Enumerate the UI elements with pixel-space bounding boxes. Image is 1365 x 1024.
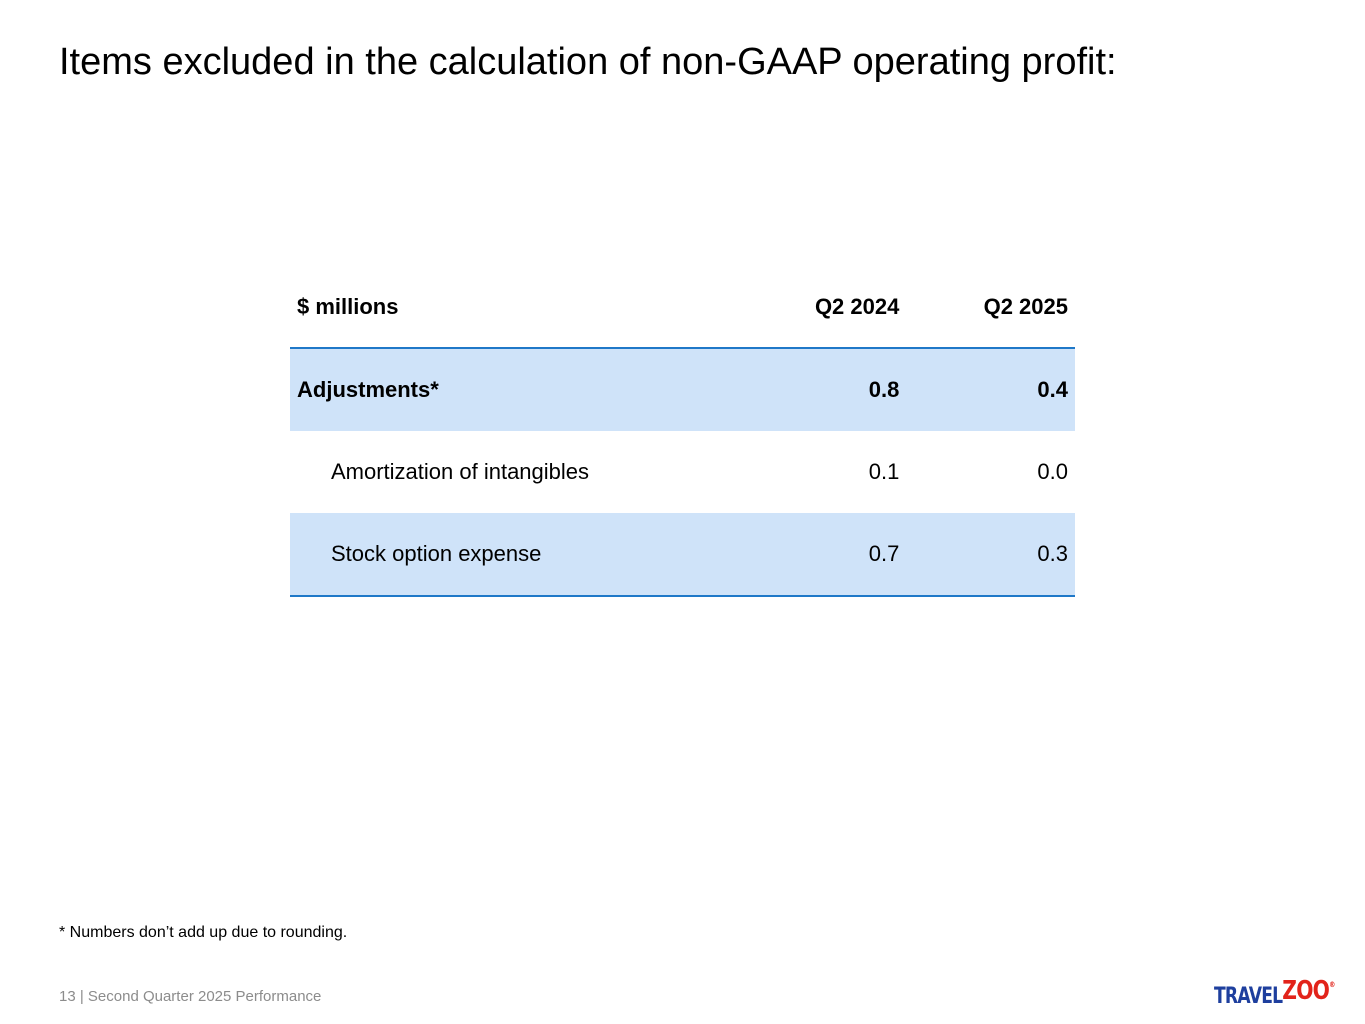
table-row-stock-option: Stock option expense 0.7 0.3 (290, 513, 1075, 597)
row-value-q2-2024: 0.7 (737, 513, 907, 597)
table-row-amortization: Amortization of intangibles 0.1 0.0 (290, 431, 1075, 513)
header-q2-2025: Q2 2025 (906, 267, 1075, 349)
table-header-row: $ millions Q2 2024 Q2 2025 (290, 267, 1075, 349)
logo-travel-text: TRAVEL (1214, 984, 1283, 1009)
logo-registered-mark: ® (1329, 980, 1335, 989)
header-q2-2024: Q2 2024 (737, 267, 907, 349)
row-label: Adjustments* (290, 348, 738, 431)
row-label: Stock option expense (290, 513, 738, 597)
logo-zoo-text: ZOO (1282, 976, 1330, 1006)
row-value-q2-2024: 0.8 (737, 348, 907, 431)
rounding-footnote: * Numbers don’t add up due to rounding. (59, 924, 348, 941)
travelzoo-logo: TRAVELZOO® (1214, 978, 1335, 1008)
adjustments-table: $ millions Q2 2024 Q2 2025 Adjustments* … (290, 267, 1075, 597)
slide-title: Items excluded in the calculation of non… (59, 41, 1117, 83)
row-value-q2-2024: 0.1 (868, 459, 900, 484)
row-value-q2-2025: 0.4 (906, 348, 1075, 431)
row-label: Amortization of intangibles (331, 459, 590, 484)
table-row-adjustments: Adjustments* 0.8 0.4 (290, 348, 1075, 431)
row-value-q2-2025: 0.0 (1037, 459, 1068, 484)
row-value-q2-2025: 0.3 (906, 513, 1075, 597)
header-units: $ millions (290, 267, 738, 349)
page-footer: 13 | Second Quarter 2025 Performance (59, 988, 322, 1005)
